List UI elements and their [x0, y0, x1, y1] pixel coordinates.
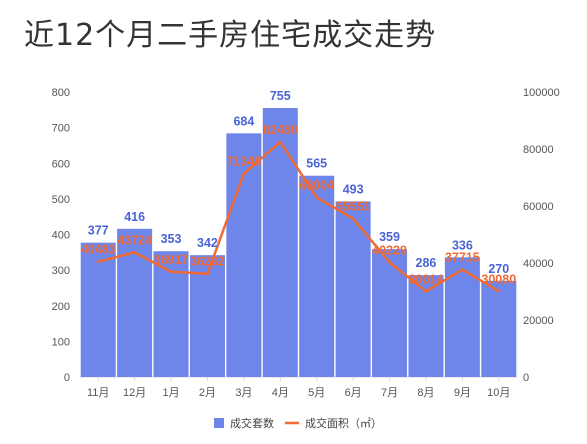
bar — [335, 201, 371, 377]
y-right-tick-label: 80000 — [523, 144, 554, 156]
line-value-label: 30014 — [409, 272, 444, 286]
line-point — [96, 260, 100, 264]
line-value-label: 71348 — [226, 155, 261, 169]
x-tick-label: 5月 — [308, 387, 325, 399]
bar — [299, 175, 335, 377]
bar-value-label: 336 — [452, 238, 473, 252]
bar — [80, 242, 116, 377]
legend-bar-label: 成交套数 — [230, 416, 274, 430]
bar-value-label: 493 — [343, 182, 364, 196]
x-tick-label: 10月 — [487, 387, 510, 399]
bar — [262, 108, 298, 377]
y-right-tick-label: 20000 — [523, 315, 554, 327]
y-right-tick-label: 40000 — [523, 258, 554, 270]
line-point — [242, 172, 246, 176]
x-tick-label: 12月 — [123, 387, 146, 399]
y-right-tick-label: 100000 — [523, 87, 560, 99]
bar — [481, 280, 517, 377]
y-left-tick-label: 600 — [52, 158, 70, 170]
line-point — [278, 140, 282, 144]
x-tick-label: 4月 — [272, 387, 289, 399]
line-value-label: 63004 — [299, 178, 334, 192]
bar-value-label: 353 — [161, 232, 182, 246]
line-value-label: 30080 — [481, 272, 516, 286]
line-point — [388, 260, 392, 264]
line-series — [96, 140, 501, 293]
line-point — [351, 217, 355, 221]
line-value-label: 37715 — [445, 251, 480, 265]
line-point — [497, 289, 501, 293]
bar — [153, 251, 189, 377]
x-tick-label: 1月 — [162, 387, 179, 399]
x-tick-label: 9月 — [454, 387, 471, 399]
line-point — [133, 250, 137, 254]
bar-value-label: 377 — [88, 224, 109, 238]
legend-line-label: 成交面积（㎡） — [305, 416, 382, 430]
bar — [372, 249, 408, 377]
bar-value-label: 755 — [270, 89, 291, 103]
y-left-tick-label: 100 — [52, 336, 70, 348]
bar-value-label: 565 — [306, 157, 327, 171]
bar — [189, 255, 225, 377]
legend: 成交套数 成交面积（㎡） — [214, 416, 382, 430]
line-point — [424, 289, 428, 293]
legend-bar-swatch — [214, 418, 224, 428]
bar-value-label: 359 — [379, 230, 400, 244]
line-value-label: 36917 — [154, 253, 189, 267]
y-right-tick-label: 60000 — [523, 201, 554, 213]
x-tick-label: 3月 — [235, 387, 252, 399]
x-tick-label: 11月 — [87, 387, 109, 399]
line-value-label: 36232 — [190, 255, 225, 269]
x-tick-label: 7月 — [381, 387, 398, 399]
line-point — [205, 272, 209, 276]
y-left-tick-label: 400 — [52, 230, 70, 242]
bar-value-label: 342 — [197, 236, 218, 250]
x-tick-label: 6月 — [345, 387, 362, 399]
y-left-tick-label: 200 — [52, 301, 70, 313]
y-left-tick-label: 300 — [52, 265, 70, 277]
bar-series — [80, 108, 517, 377]
bar-value-label: 684 — [233, 114, 254, 128]
data-labels: 377 416 353 342 684 755 565 493 359 286 336 270 4048… — [81, 89, 516, 286]
line-value-label: 55551 — [336, 200, 371, 214]
line-value-label: 40229 — [372, 243, 407, 257]
axes: 0 100 200 300 400 500 600 700 800 0 20000 40000 6000… — [52, 87, 560, 399]
bar-value-label: 270 — [488, 262, 509, 276]
x-tick-label: 8月 — [417, 387, 434, 399]
line-value-label: 43724 — [117, 233, 152, 247]
y-left-tick-label: 700 — [52, 123, 70, 135]
bar — [226, 133, 262, 377]
bar-value-label: 416 — [124, 210, 145, 224]
line-point — [460, 268, 464, 272]
y-left-tick-label: 0 — [64, 372, 70, 384]
line-point — [315, 195, 319, 199]
line-value-label: 40483 — [81, 243, 116, 257]
x-tick-label: 2月 — [199, 387, 216, 399]
y-right-tick-label: 0 — [523, 372, 529, 384]
bar-value-label: 286 — [416, 256, 437, 270]
line-point — [169, 270, 173, 274]
chart-title: 近12个月二手房住宅成交走势 — [24, 18, 437, 53]
y-left-tick-label: 800 — [52, 87, 70, 99]
line-path — [97, 140, 500, 293]
y-left-tick-label: 500 — [52, 194, 70, 206]
line-value-label: 82480 — [263, 123, 298, 137]
bar — [444, 257, 480, 377]
